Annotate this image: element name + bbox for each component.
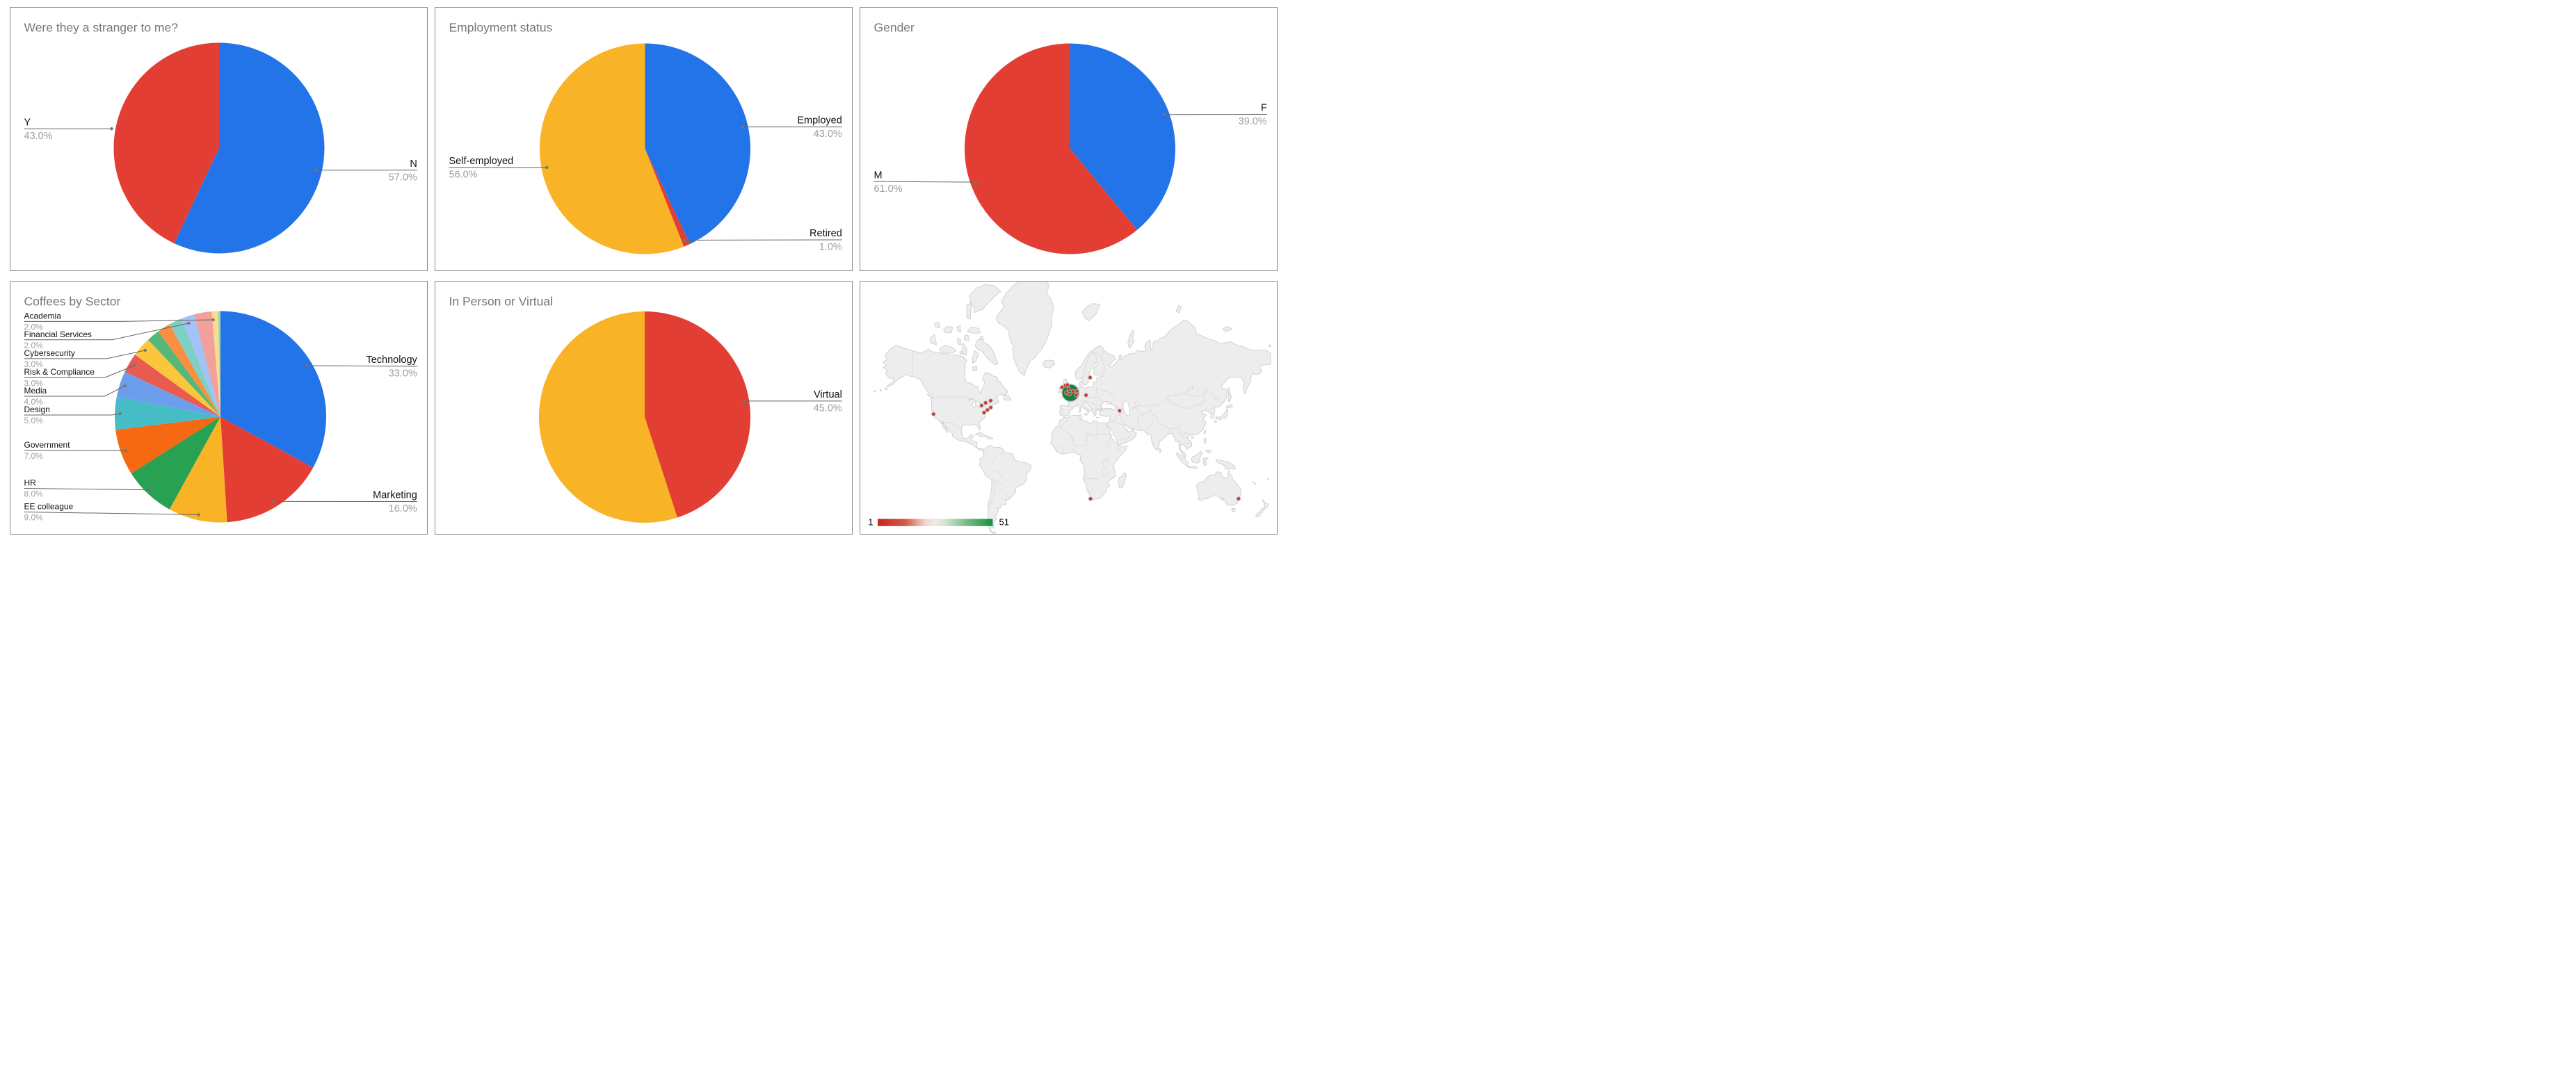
- svg-text:F: F: [1260, 102, 1266, 113]
- svg-text:2.0%: 2.0%: [24, 340, 43, 350]
- svg-text:Were they a stranger to me?: Were they a stranger to me?: [24, 20, 178, 34]
- svg-text:Gender: Gender: [874, 20, 915, 34]
- svg-text:EE colleague: EE colleague: [24, 501, 73, 511]
- svg-text:Technology: Technology: [366, 355, 417, 366]
- svg-text:7.0%: 7.0%: [24, 451, 43, 461]
- svg-text:51: 51: [999, 516, 1008, 527]
- svg-text:Employment status: Employment status: [449, 20, 552, 34]
- svg-text:56.0%: 56.0%: [449, 169, 477, 180]
- svg-text:Coffees by Sector: Coffees by Sector: [24, 294, 120, 308]
- svg-text:Cybersecurity: Cybersecurity: [24, 348, 74, 357]
- svg-text:3.0%: 3.0%: [24, 378, 43, 388]
- svg-text:Media: Media: [24, 386, 47, 396]
- svg-text:HR: HR: [24, 478, 36, 487]
- svg-text:61.0%: 61.0%: [874, 183, 902, 194]
- svg-text:Retired: Retired: [810, 228, 842, 239]
- svg-text:33.0%: 33.0%: [388, 368, 417, 379]
- svg-text:Financial Services: Financial Services: [24, 329, 91, 339]
- svg-text:43.0%: 43.0%: [813, 129, 842, 140]
- svg-text:Virtual: Virtual: [813, 389, 842, 400]
- svg-text:43.0%: 43.0%: [24, 130, 52, 141]
- svg-text:16.0%: 16.0%: [388, 503, 417, 514]
- svg-text:9.0%: 9.0%: [24, 512, 43, 522]
- svg-text:57.0%: 57.0%: [388, 172, 417, 183]
- svg-text:Employed: Employed: [797, 115, 842, 126]
- svg-text:Design: Design: [24, 405, 49, 414]
- svg-text:Government: Government: [24, 440, 70, 450]
- svg-text:8.0%: 8.0%: [24, 489, 43, 498]
- svg-text:3.0%: 3.0%: [24, 359, 43, 369]
- svg-text:In Person or Virtual: In Person or Virtual: [449, 294, 552, 308]
- svg-text:4.0%: 4.0%: [24, 397, 43, 407]
- svg-text:1.0%: 1.0%: [819, 241, 842, 252]
- svg-text:45.0%: 45.0%: [813, 402, 842, 414]
- svg-text:Academia: Academia: [24, 311, 61, 320]
- svg-text:Risk & Compliance: Risk & Compliance: [24, 367, 95, 377]
- svg-text:Self-employed: Self-employed: [449, 156, 513, 167]
- svg-text:39.0%: 39.0%: [1238, 116, 1266, 127]
- svg-text:Y: Y: [24, 117, 31, 128]
- svg-text:N: N: [410, 158, 417, 169]
- svg-text:M: M: [874, 170, 882, 181]
- svg-text:Marketing: Marketing: [373, 489, 417, 501]
- svg-text:1: 1: [868, 516, 873, 527]
- svg-text:5.0%: 5.0%: [24, 416, 43, 425]
- svg-text:2.0%: 2.0%: [24, 322, 43, 332]
